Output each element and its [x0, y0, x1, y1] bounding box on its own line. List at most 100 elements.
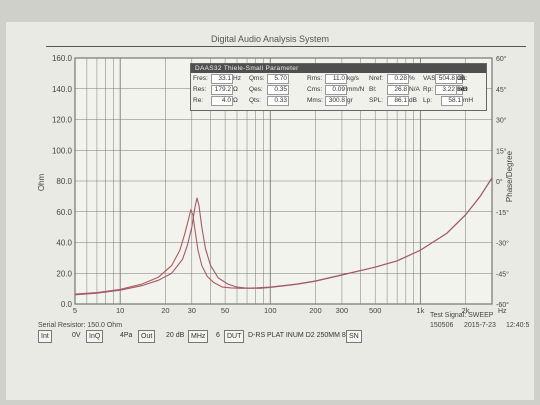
window-title: Digital Audio Analysis System [210, 34, 330, 44]
param-unit: mH [463, 97, 474, 104]
param-unit: kg/s [347, 75, 359, 82]
y2-tick-label: -60° [496, 301, 509, 309]
param-label: Rms: [307, 75, 323, 82]
param-label: Cms: [307, 86, 323, 93]
y2-tick-label: 0° [496, 178, 503, 186]
series-line-2 [74, 177, 493, 296]
param-label: Cp: [457, 75, 468, 82]
y2-tick-label: -30° [496, 240, 509, 248]
title-rule [46, 46, 526, 47]
param-value: 11.0 [325, 74, 347, 84]
param-label: Res: [193, 86, 207, 93]
param-label: Qts: [249, 97, 261, 104]
param-label: Fres: [193, 75, 208, 82]
y2-tick-label: 30° [496, 117, 507, 125]
param-unit: N/A [409, 86, 420, 93]
y2-axis-title: Phase/Degree [505, 150, 515, 203]
mhz-button[interactable]: MHz [188, 330, 209, 343]
x-tick-label: 500 [369, 306, 382, 315]
y-tick-label: 20.0 [56, 269, 72, 278]
param-unit: L [463, 75, 467, 82]
thiele-small-title: DAAS32 Thiele-Small Parameter [191, 64, 486, 73]
y2-tick-label: -15° [496, 209, 509, 217]
param-unit: gr [347, 97, 353, 104]
param-label: Le: [457, 86, 467, 93]
param-unit: % [409, 75, 415, 82]
param-label: Re: [193, 97, 204, 104]
x-unit-label: Hz [498, 308, 507, 315]
pa-label: 4Pa [120, 332, 133, 339]
y2-tick-label: 60° [496, 55, 507, 63]
int-button[interactable]: Int [38, 330, 52, 343]
x-tick-label: 20 [161, 306, 169, 315]
x-tick-label: 100 [264, 306, 277, 315]
param-label: Rp: [423, 86, 434, 93]
x-tick-label: 300 [336, 306, 349, 315]
gain-label: 20 dB [166, 332, 185, 339]
x-tick-label: 1k [416, 306, 424, 315]
sn-button[interactable]: SN [346, 330, 362, 343]
serial-resistor-label: Serial Resistor: 150.0 Ohm [38, 322, 123, 329]
y2-tick-label: -45° [496, 270, 509, 278]
param-value: 33.1 [211, 74, 233, 84]
param-value: 4.0 [211, 96, 233, 106]
inq-button[interactable]: InQ [86, 330, 104, 343]
param-row: Re: 4.0 Ω Qts: 0.33 Mms: 300.8 gr SPL: 86.1 dB Lp: 5… [191, 95, 486, 106]
param-label: Qms: [249, 75, 265, 82]
param-label: VAS: [423, 75, 438, 82]
dut-button[interactable]: DUT [224, 330, 245, 343]
param-value: 300.8 [325, 96, 347, 106]
stamp-date: 2015-7-23 [464, 322, 496, 329]
x-tick-label: 10 [116, 306, 124, 315]
param-label: Bl: [369, 86, 377, 93]
y-axis-title: Ohm [37, 173, 47, 192]
param-label: Qes: [249, 86, 263, 93]
x-tick-label: 50 [221, 306, 229, 315]
device-name: D-RS PLAT INUM D2 250MM 80G [248, 332, 356, 339]
param-label: Lp: [423, 97, 433, 104]
param-unit: mm/N [347, 86, 365, 93]
y2-tick-label: 45° [496, 86, 507, 94]
param-value: 0.09 [325, 85, 347, 95]
y-tick-label: 60.0 [56, 208, 72, 217]
y-tick-label: 160.0 [52, 54, 73, 63]
x-tick-label: 2k [462, 306, 470, 315]
param-value: 26.8 [387, 85, 409, 95]
param-value: 179.2 [211, 85, 233, 95]
out-button[interactable]: Out [138, 330, 156, 343]
param-value: 86.1 [387, 96, 409, 106]
y-tick-label: 100.0 [52, 146, 73, 155]
param-row: Fres: 33.1 Hz Qms: 5.70 Rms: 11.0 kg/s Nref: 0.28… [191, 73, 486, 84]
param-value: 3.22 [435, 85, 457, 95]
param-label: SPL: [369, 97, 384, 104]
param-unit: Ω [463, 86, 468, 93]
voltage-label: 0V [72, 332, 81, 339]
bottom-toolbar: Int 0V InQ 4Pa Out 20 dB MHz 6 DUT D-RS … [38, 330, 528, 344]
param-unit: uF [457, 75, 465, 82]
param-value: 5.70 [267, 74, 289, 84]
param-value: 0.33 [267, 96, 289, 106]
param-unit: Hz [233, 75, 241, 82]
thiele-small-panel: DAAS32 Thiele-Small Parameter Fres: 33.1 H… [190, 63, 487, 111]
param-unit: dB [409, 97, 417, 104]
param-label: Mms: [307, 97, 323, 104]
channel-number: 6 [216, 332, 220, 339]
param-row: Res: 179.2 Ω Qes: 0.35 Cms: 0.09 mm/N Bl: 26.8 N/A… [191, 84, 486, 95]
y-tick-label: 140.0 [52, 85, 73, 94]
x-tick-label: 5 [73, 306, 77, 315]
y-tick-label: 80.0 [56, 177, 72, 186]
x-tick-label: 30 [188, 306, 196, 315]
param-value: 504.8 [435, 74, 457, 84]
y-tick-label: 40.0 [56, 239, 72, 248]
param-value: 0.35 [267, 85, 289, 95]
y-tick-label: 0.0 [61, 300, 73, 309]
test-signal-label: Test Signal: SWEEP [430, 312, 494, 319]
param-label: Nref: [369, 75, 384, 82]
y-tick-label: 120.0 [52, 116, 73, 125]
stamp-id: 150506 [430, 322, 454, 329]
y2-tick-label: 15° [496, 147, 507, 155]
param-unit: mH [457, 86, 468, 93]
stamp-time: 12:40:5 [506, 322, 530, 329]
param-value: 0.28 [387, 74, 409, 84]
